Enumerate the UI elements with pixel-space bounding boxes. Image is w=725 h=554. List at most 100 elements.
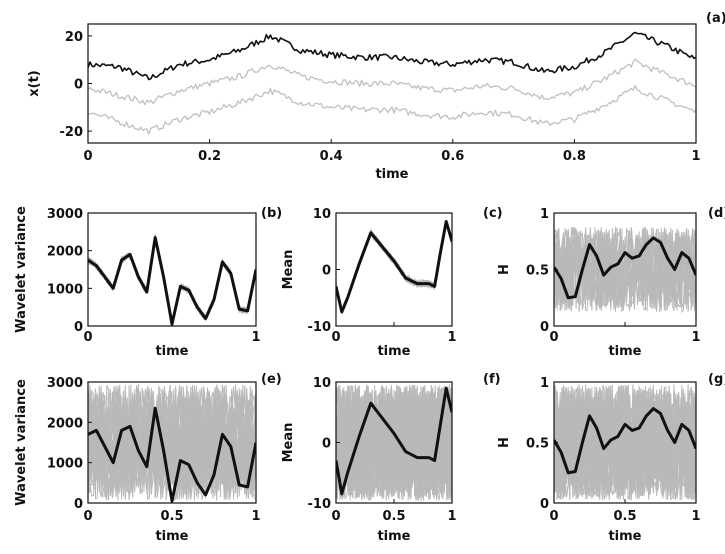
envelope-line bbox=[336, 221, 452, 314]
panel-frame bbox=[87, 212, 257, 327]
envelope-line bbox=[88, 238, 256, 324]
y-axis-label: Mean bbox=[281, 250, 296, 290]
panel-frame bbox=[335, 212, 453, 327]
envelope-line bbox=[336, 222, 452, 313]
x-tick-label: 0 bbox=[549, 509, 558, 524]
y-tick-label: 1 bbox=[540, 207, 549, 222]
panel-letter: (f) bbox=[483, 372, 501, 387]
y-tick-label: -10 bbox=[308, 320, 332, 335]
series-line-1 bbox=[336, 220, 452, 314]
panel-letter: (d) bbox=[708, 206, 725, 221]
x-tick-label: 1 bbox=[251, 509, 260, 524]
envelope-line bbox=[336, 223, 452, 312]
envelope-line bbox=[88, 238, 256, 326]
x-axis-label: time bbox=[377, 529, 410, 544]
series-line-1 bbox=[554, 236, 696, 300]
x-tick-label: 1 bbox=[251, 330, 260, 345]
envelope-line bbox=[88, 238, 256, 323]
envelope-line bbox=[554, 385, 696, 500]
x-axis-label: time bbox=[155, 344, 188, 359]
plot-area bbox=[336, 220, 452, 316]
x-tick-label: 0 bbox=[331, 330, 340, 345]
y-tick-label: 1 bbox=[540, 376, 549, 391]
series-line-1 bbox=[554, 407, 696, 475]
envelope-line bbox=[336, 221, 452, 312]
x-tick-label: 1 bbox=[691, 149, 700, 164]
envelope-line bbox=[88, 238, 256, 325]
plot-area bbox=[88, 234, 256, 326]
panel-letter: (g) bbox=[708, 372, 725, 387]
plot-area bbox=[88, 31, 696, 135]
series-line-2 bbox=[88, 58, 696, 106]
envelope-line bbox=[88, 237, 256, 326]
y-tick-label: 0 bbox=[74, 78, 83, 93]
y-axis-label: Mean bbox=[281, 423, 296, 463]
series-line-1 bbox=[336, 386, 452, 496]
panel-1: 0 0.2 0.4 0.6 0.8 1 -20 0 20 time x(t) (a) bbox=[27, 11, 725, 182]
y-tick-label: 2000 bbox=[47, 416, 83, 431]
y-tick-label: -20 bbox=[60, 125, 84, 140]
y-tick-label: 2000 bbox=[47, 245, 83, 260]
y-tick-label: 0.5 bbox=[526, 264, 549, 279]
x-axis-label: time bbox=[608, 529, 641, 544]
envelope-line bbox=[88, 387, 256, 501]
x-tick-label: 1 bbox=[447, 509, 456, 524]
x-tick-label: 0.5 bbox=[160, 509, 183, 524]
y-tick-label: -10 bbox=[308, 497, 332, 512]
envelope-line bbox=[336, 221, 452, 313]
y-tick-label: 0 bbox=[74, 320, 83, 335]
envelope-line bbox=[88, 384, 256, 501]
panel-2: 0 1 0 1000 2000 3000 time Wavelet variance (b) bbox=[14, 206, 282, 359]
envelope-line bbox=[336, 224, 452, 313]
envelope-line bbox=[336, 385, 452, 501]
panel-5: 0 0.5 1 0 1000 2000 3000 time Wavelet variance (e… bbox=[14, 372, 282, 544]
envelope-line bbox=[88, 236, 256, 326]
x-tick-label: 0 bbox=[83, 509, 92, 524]
y-tick-label: 1000 bbox=[47, 457, 83, 472]
envelope-line bbox=[336, 221, 452, 312]
y-tick-label: 3000 bbox=[47, 207, 83, 222]
envelope-line bbox=[336, 222, 452, 316]
y-axis-label: H bbox=[497, 264, 512, 275]
panel-4: 0 1 0 0.5 1 time H (d) bbox=[497, 206, 725, 359]
y-tick-label: 0 bbox=[322, 437, 331, 452]
y-tick-label: 0.5 bbox=[526, 437, 549, 452]
envelope-line bbox=[88, 235, 256, 326]
panel-7: 0 0.5 1 0 0.5 1 time H (g) bbox=[497, 372, 725, 544]
envelope-line bbox=[336, 221, 452, 309]
x-tick-label: 0.2 bbox=[198, 149, 221, 164]
y-tick-label: 0 bbox=[322, 264, 331, 279]
x-tick-label: 1 bbox=[691, 509, 700, 524]
x-tick-label: 0.5 bbox=[382, 509, 405, 524]
y-axis-label: Wavelet variance bbox=[14, 206, 29, 333]
y-axis-label: x(t) bbox=[27, 70, 42, 96]
envelope-line bbox=[554, 228, 696, 312]
x-axis-label: time bbox=[608, 344, 641, 359]
plot-area bbox=[554, 384, 696, 501]
y-tick-label: 1000 bbox=[47, 282, 83, 297]
panel-letter: (e) bbox=[261, 372, 282, 387]
y-axis-label: Wavelet variance bbox=[14, 379, 29, 506]
envelope-line bbox=[88, 236, 256, 326]
x-axis-label: time bbox=[377, 344, 410, 359]
envelope-line bbox=[336, 220, 452, 314]
x-tick-label: 0.5 bbox=[613, 509, 636, 524]
panel-letter: (c) bbox=[483, 206, 503, 221]
x-tick-label: 0.4 bbox=[320, 149, 343, 164]
y-tick-label: 0 bbox=[540, 497, 549, 512]
y-tick-label: 10 bbox=[313, 376, 331, 391]
plot-area bbox=[88, 384, 256, 503]
series-line-1 bbox=[88, 31, 696, 81]
y-tick-label: 10 bbox=[313, 207, 331, 222]
y-tick-label: 0 bbox=[540, 320, 549, 335]
y-tick-label: 0 bbox=[74, 497, 83, 512]
series-line-1 bbox=[88, 236, 256, 326]
plot-area bbox=[554, 226, 696, 314]
envelope-line bbox=[554, 384, 696, 496]
envelope-line bbox=[336, 225, 452, 314]
y-tick-label: 20 bbox=[65, 30, 83, 45]
panel-letter: (a) bbox=[706, 11, 725, 26]
x-tick-label: 1 bbox=[447, 330, 456, 345]
